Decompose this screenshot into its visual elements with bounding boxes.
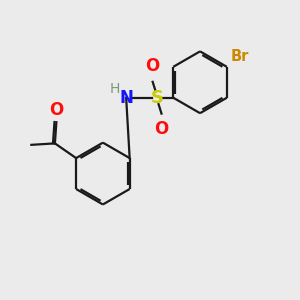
Text: O: O — [49, 101, 64, 119]
Text: S: S — [151, 89, 164, 107]
Text: H: H — [110, 82, 120, 97]
Text: O: O — [146, 57, 160, 75]
Text: Br: Br — [230, 50, 249, 64]
Text: N: N — [119, 89, 133, 107]
Text: O: O — [154, 120, 169, 138]
